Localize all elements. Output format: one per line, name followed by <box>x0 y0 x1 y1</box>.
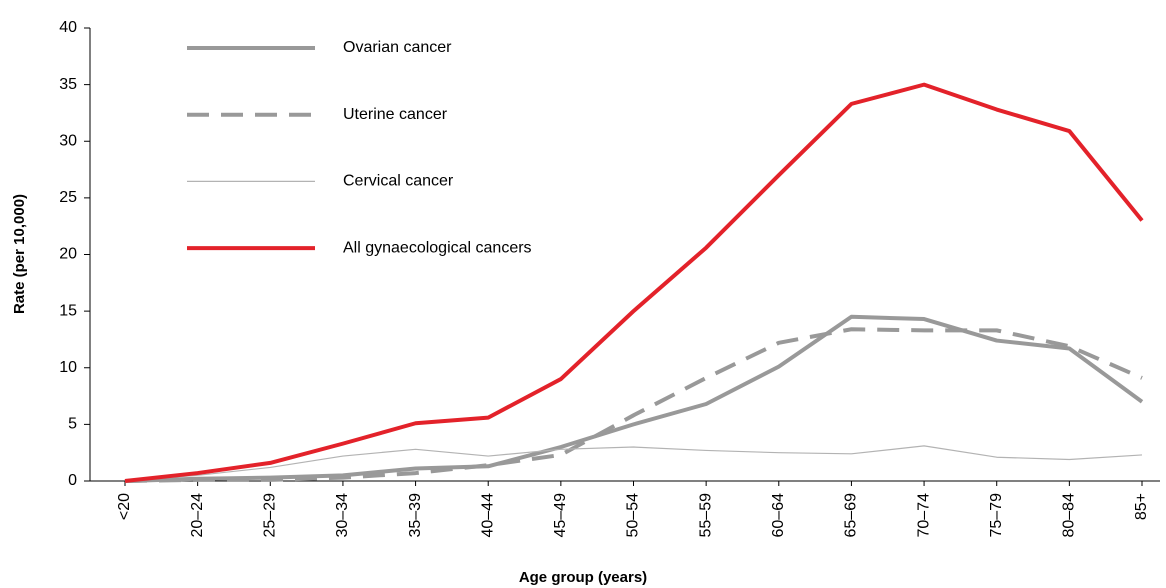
legend-label: All gynaecological cancers <box>343 239 532 256</box>
x-tick-label: 65–69 <box>843 493 860 538</box>
legend-label: Cervical cancer <box>343 173 454 190</box>
x-tick-label: 25–29 <box>262 493 279 538</box>
y-tick-label: 25 <box>59 189 77 206</box>
y-tick-label: 15 <box>59 302 77 319</box>
y-tick-label: 10 <box>59 359 77 376</box>
x-tick-label: 30–34 <box>334 493 351 538</box>
x-tick-label: 80–84 <box>1061 493 1078 538</box>
y-tick-label: 20 <box>59 246 77 263</box>
x-tick-label: 20–24 <box>189 493 206 538</box>
legend-label: Ovarian cancer <box>343 39 452 56</box>
x-axis-label: Age group (years) <box>519 569 647 586</box>
x-tick-label: 35–39 <box>407 493 424 538</box>
legend-label: Uterine cancer <box>343 106 448 123</box>
x-tick-label: 60–64 <box>770 493 787 538</box>
x-tick-label: 45–49 <box>552 493 569 538</box>
x-tick-label: 85+ <box>1133 493 1150 520</box>
y-tick-label: 35 <box>59 76 77 93</box>
x-tick-label: <20 <box>116 493 133 520</box>
y-axis-label: Rate (per 10,000) <box>11 194 28 314</box>
x-tick-label: 70–74 <box>915 493 932 538</box>
series-line <box>124 445 1143 482</box>
x-tick-label: 40–44 <box>479 493 496 538</box>
y-tick-label: 0 <box>68 472 77 489</box>
x-tick-label: 75–79 <box>988 493 1005 538</box>
series-line <box>124 82 1144 483</box>
y-tick-label: 40 <box>59 19 77 36</box>
series-line <box>124 327 1143 483</box>
series-line <box>124 314 1144 483</box>
x-tick-label: 55–59 <box>697 493 714 538</box>
y-tick-label: 5 <box>68 416 77 433</box>
x-tick-label: 50–54 <box>625 493 642 538</box>
y-tick-label: 30 <box>59 132 77 149</box>
